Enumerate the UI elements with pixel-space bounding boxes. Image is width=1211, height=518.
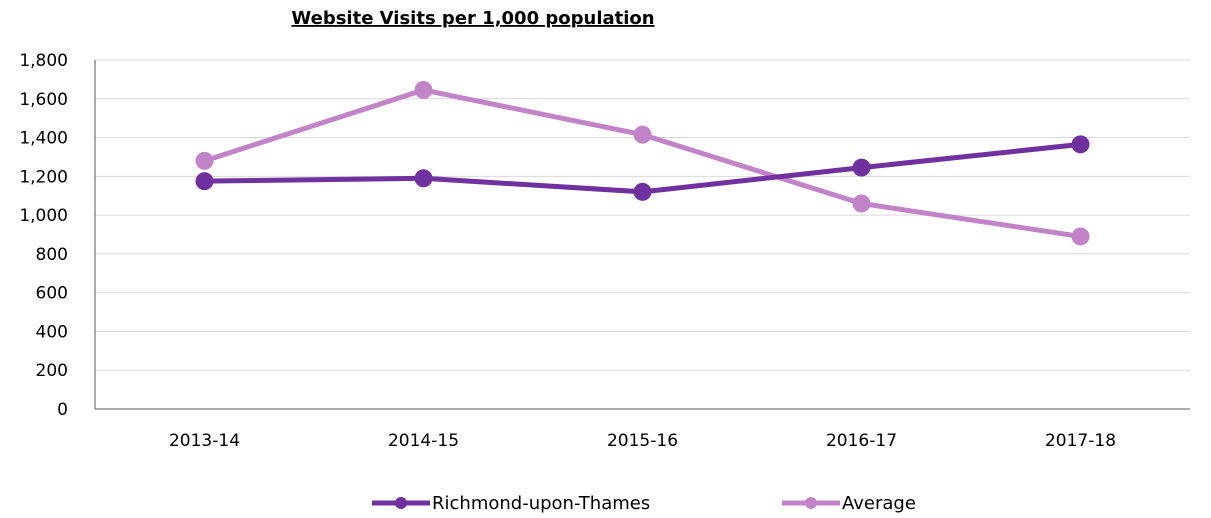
legend-item: Average: [782, 493, 916, 514]
y-axis-ticks: 0 200 400 600 800 1,000 1,200 1,400 1,600 1,800: [19, 51, 68, 420]
gridlines: [95, 59, 1190, 371]
x-tick-label: 2014-15: [388, 431, 459, 451]
x-tick-label: 2013-14: [169, 431, 240, 451]
legend: Richmond-upon-Thames Average: [372, 493, 916, 514]
series-line: [203, 87, 1081, 239]
legend-dot-marker: [805, 497, 817, 509]
data-point: [1071, 135, 1090, 154]
data-point: [195, 172, 214, 191]
x-axis-ticks: 2013-14 2014-15 2015-16 2016-17 2017-18: [169, 431, 1116, 451]
data-point: [195, 151, 214, 170]
data-point: [414, 169, 433, 188]
y-tick-label: 1,600: [19, 90, 68, 110]
x-tick-label: 2015-16: [607, 431, 678, 451]
legend-dot-marker: [395, 497, 407, 509]
data-point: [414, 81, 433, 100]
data-point: [852, 158, 871, 177]
data-point: [1071, 227, 1090, 246]
x-tick-label: 2016-17: [826, 431, 897, 451]
series-average: [195, 81, 1090, 246]
legend-item: Richmond-upon-Thames: [372, 493, 650, 514]
y-tick-label: 200: [36, 361, 68, 381]
chart-title: Website Visits per 1,000 population: [291, 8, 654, 29]
series-lines: [195, 81, 1090, 246]
data-point: [633, 125, 652, 144]
legend-label: Average: [842, 493, 916, 514]
data-point: [852, 194, 871, 213]
data-point: [633, 182, 652, 201]
y-tick-label: 1,400: [19, 129, 68, 149]
x-tick-label: 2017-18: [1045, 431, 1116, 451]
y-tick-label: 400: [36, 322, 68, 342]
legend-label: Richmond-upon-Thames: [432, 493, 650, 514]
y-tick-label: 800: [36, 245, 68, 265]
y-tick-label: 1,800: [19, 51, 68, 71]
y-tick-label: 1,000: [19, 206, 68, 226]
y-tick-label: 0: [57, 400, 68, 420]
y-tick-label: 600: [36, 284, 68, 304]
series-richmond-upon-thames: [195, 135, 1090, 201]
y-tick-label: 1,200: [19, 167, 68, 187]
